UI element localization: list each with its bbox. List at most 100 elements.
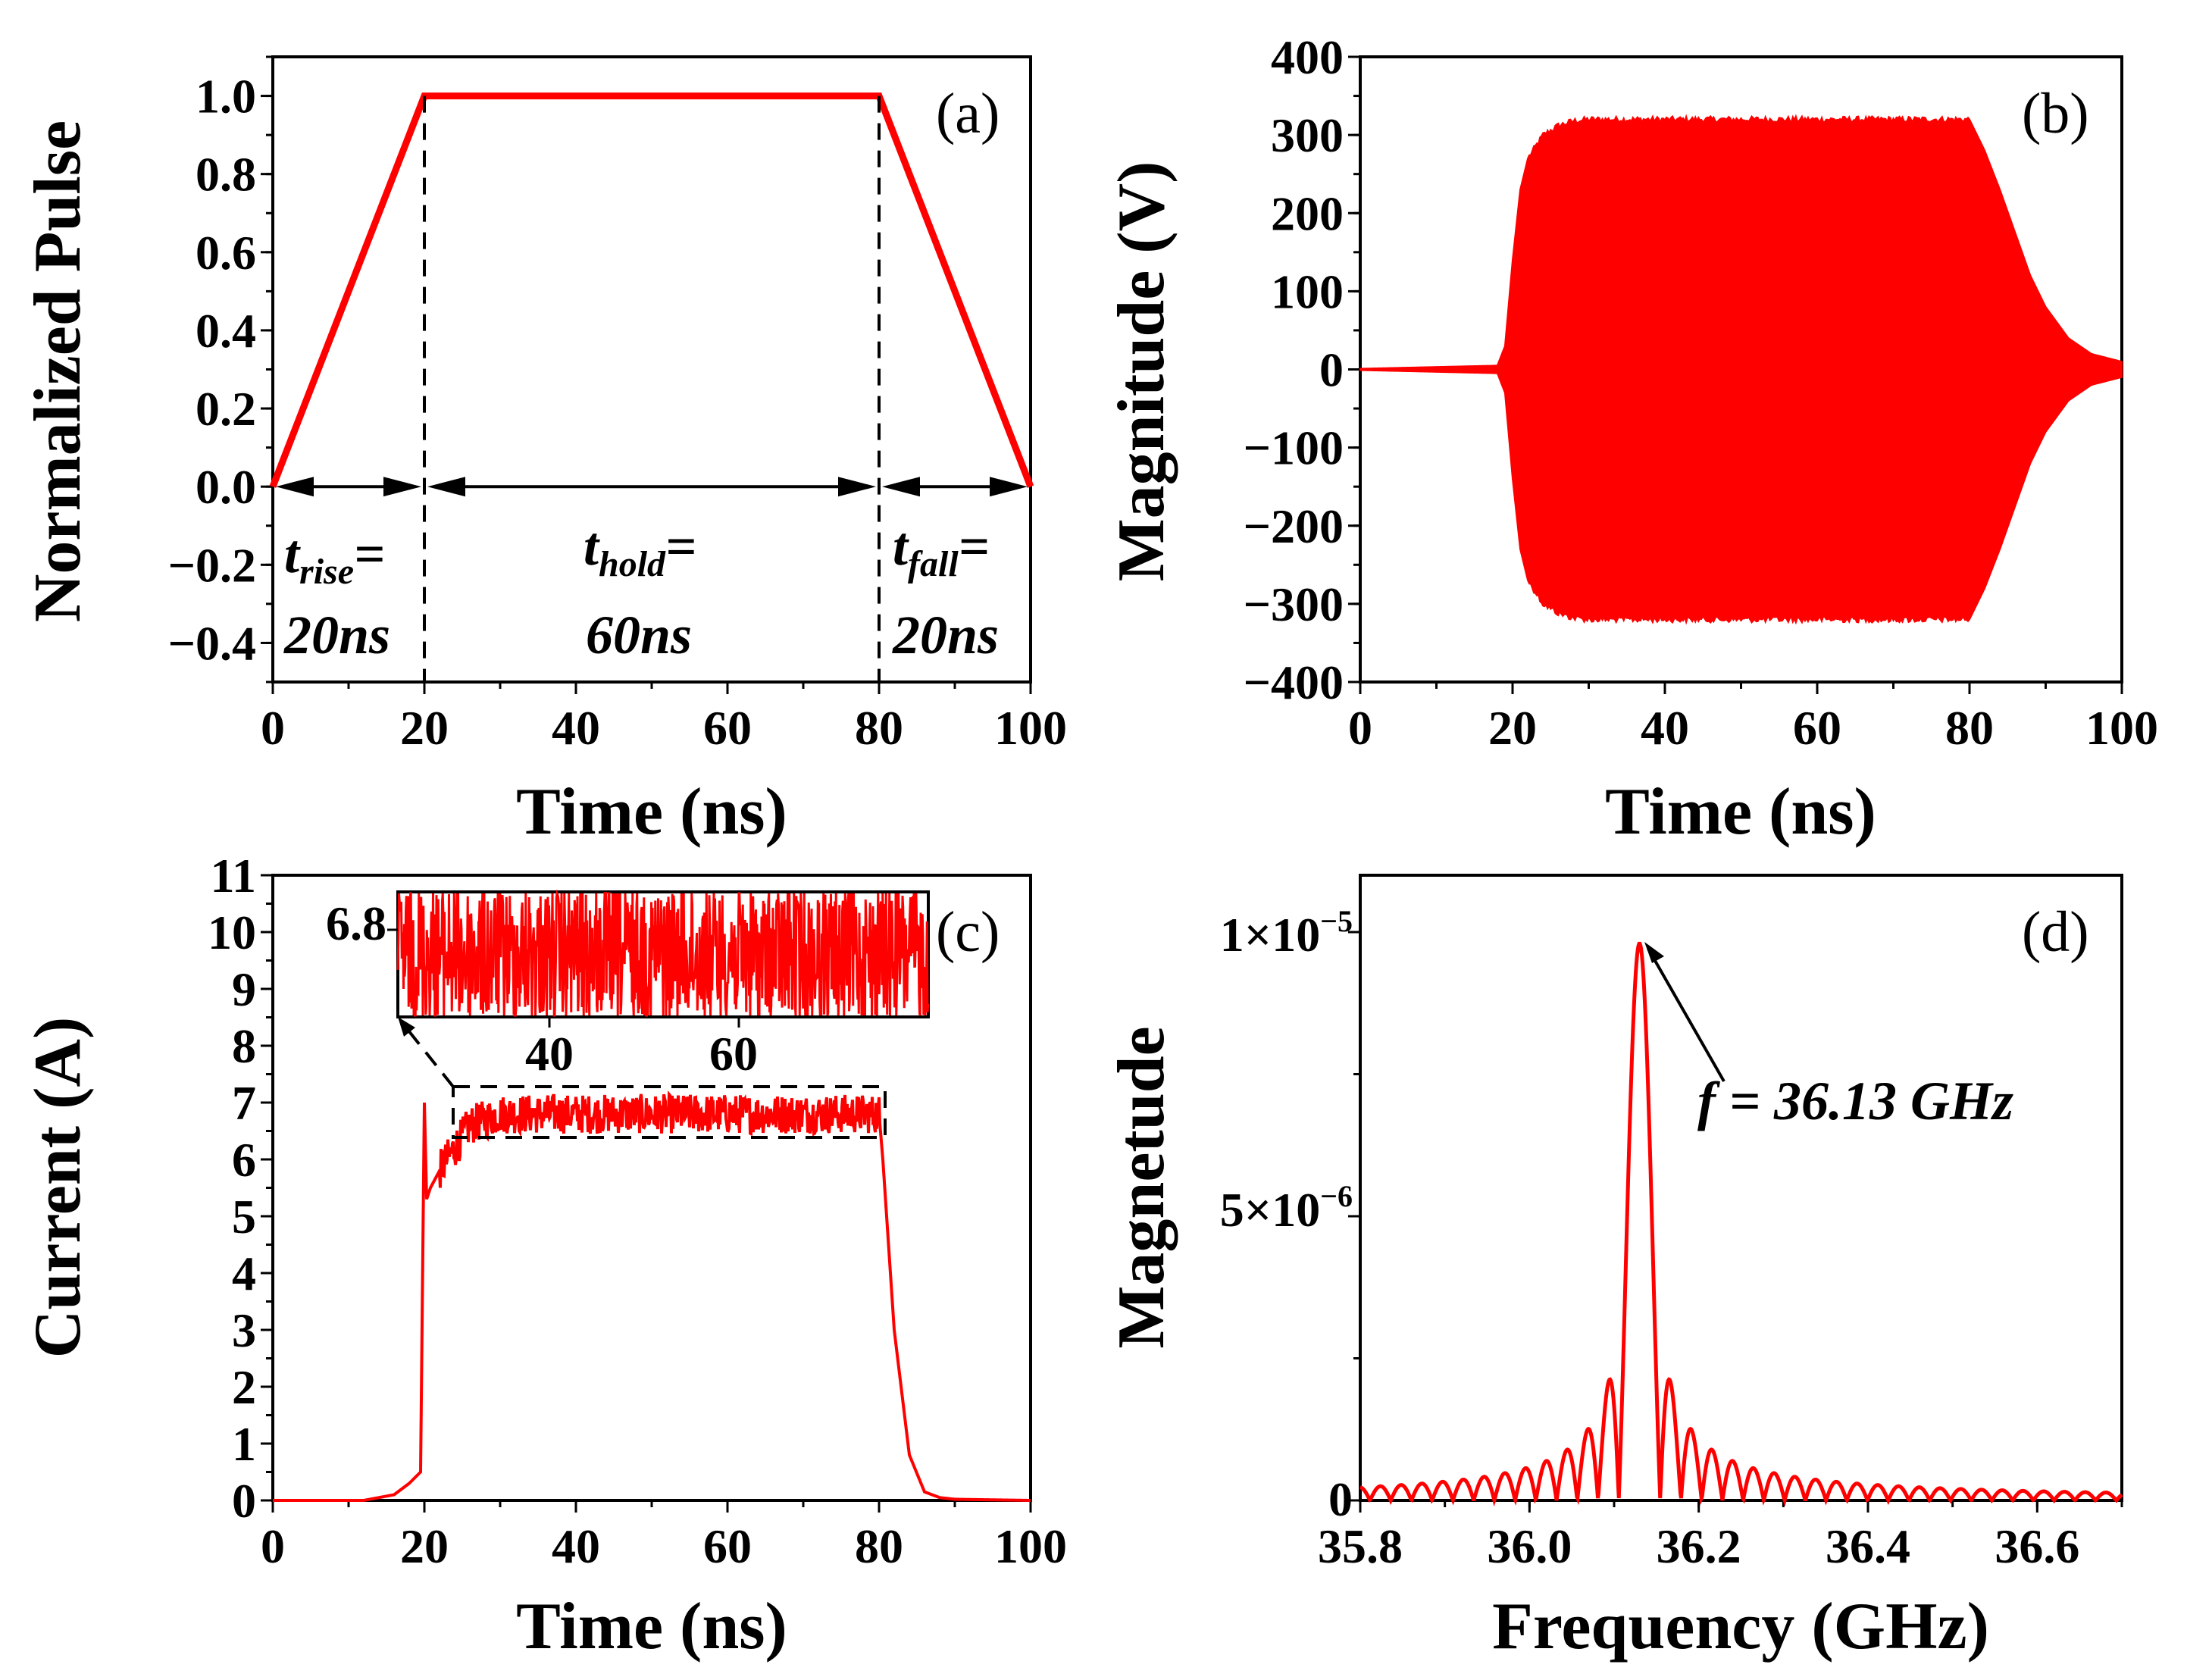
panel-d-peak-label: f = 36.13 GHz xyxy=(1697,1071,2013,1131)
panel-a-arrow-head-right xyxy=(383,477,421,497)
panel-d-x-title: Frequency (GHz) xyxy=(1492,1590,1989,1663)
panel-d-x-tick-label: 36.4 xyxy=(1826,1519,1910,1573)
panel-b-y-tick-label: −400 xyxy=(1244,655,1344,709)
panel-c-label: (c) xyxy=(936,900,1000,964)
panel-a-arrow-head-right xyxy=(990,477,1028,497)
panel-c-zoom-connector xyxy=(404,1025,455,1088)
panel-b-y-tick-label: 300 xyxy=(1271,108,1344,162)
panel-a-rise-value: 20ns xyxy=(283,605,390,665)
panel-a-x-tick-label: 40 xyxy=(552,701,600,755)
panel-c-inset-x-tick-60: 60 xyxy=(709,1027,758,1081)
panel-a-x-tick-label: 60 xyxy=(703,701,752,755)
panel-c-y-tick-label: 5 xyxy=(232,1190,256,1244)
panel-a-frame xyxy=(271,55,1032,684)
panel-d-x-tick-label: 36.0 xyxy=(1487,1519,1572,1573)
panel-b-y-ticks: 400 300 200 100 0 −100 −200 −300 −400 xyxy=(1244,30,1360,709)
panel-d-frame xyxy=(1359,874,2123,1502)
panel-c-inset-ticks xyxy=(387,928,740,1028)
panel-b-y-tick-label: 0 xyxy=(1319,343,1344,397)
panel-a-label: (a) xyxy=(936,82,1000,145)
panel-c-x-ticks: 0 20 40 60 80 100 xyxy=(261,1500,1067,1573)
panel-d-y-tick-zero: 0 xyxy=(1328,1472,1353,1526)
panel-c-y-tick-label: 8 xyxy=(232,1019,256,1073)
panel-a-fall-label: tfall= xyxy=(893,516,990,584)
panel-a-pulse-line xyxy=(269,92,1034,488)
panel-b: 400 300 200 100 0 −100 −200 −300 −400 0 20 40 60 80 1… xyxy=(1105,30,2158,849)
panel-a-arrow-head-left xyxy=(276,477,314,497)
panel-c-current-line xyxy=(273,1090,1031,1502)
panel-c-inset: 6.8 40 60 xyxy=(326,889,930,1081)
panel-b-x-tick-label: 40 xyxy=(1641,701,1689,755)
panel-c-zoom-region xyxy=(452,1085,887,1139)
panel-a-x-tick-label: 20 xyxy=(400,701,449,755)
panel-c-y-title: Current (A) xyxy=(21,1017,95,1358)
panel-c-y-tick-label: 0 xyxy=(232,1474,256,1528)
panel-a-y-tick-label: −0.2 xyxy=(168,538,256,592)
panel-b-y-tick-label: 100 xyxy=(1271,264,1344,318)
panel-a-y-title: Normalized Pulse xyxy=(21,120,95,622)
panel-d-y-tick-mid: 5×10−6 xyxy=(1220,1179,1353,1237)
panel-a-arrow-head-left xyxy=(882,477,920,497)
panel-c-y-tick-label: 4 xyxy=(232,1247,256,1300)
panel-c-y-tick-label: 2 xyxy=(232,1360,256,1414)
panel-a-y-tick-label: 0.4 xyxy=(196,304,256,358)
panel-a-hold-label: thold= xyxy=(584,516,696,584)
panel-a-x-ticks: 0 20 40 60 80 100 xyxy=(261,682,1067,755)
panel-c-x-tick-label: 40 xyxy=(552,1519,600,1573)
panel-c-y-tick-label: 1 xyxy=(232,1417,256,1471)
panel-b-x-tick-label: 80 xyxy=(1945,701,1994,755)
panel-b-x-tick-label: 0 xyxy=(1348,701,1372,755)
panel-d-x-ticks: 35.8 36.0 36.2 36.4 36.6 xyxy=(1318,1500,2123,1573)
panel-b-x-ticks: 0 20 40 60 80 100 xyxy=(1348,682,2158,755)
panel-a-y-ticks: 1.0 0.8 0.6 0.4 0.2 0.0 −0.2 −0.4 xyxy=(168,55,273,684)
panel-c-x-tick-label: 80 xyxy=(855,1519,903,1573)
panel-d-x-tick-label: 36.6 xyxy=(1995,1519,2079,1573)
panel-c-y-tick-label: 7 xyxy=(232,1076,256,1130)
panel-c-inset-x-tick-40: 40 xyxy=(525,1027,574,1081)
panel-a-rise-label: trise= xyxy=(284,524,385,592)
panel-c-x-tick-label: 100 xyxy=(994,1519,1067,1573)
panel-a-x-tick-label: 80 xyxy=(855,701,903,755)
panel-a-y-tick-label: 0.2 xyxy=(196,382,256,436)
panel-d-peak-arrowhead xyxy=(1644,942,1664,963)
panel-b-x-tick-label: 20 xyxy=(1488,701,1537,755)
panel-d-y-ticks xyxy=(1348,931,1360,1502)
panel-b-x-tick-label: 60 xyxy=(1793,701,1841,755)
panel-b-y-tick-label: −100 xyxy=(1244,421,1344,475)
panel-b-y-tick-label: 200 xyxy=(1271,186,1344,240)
panel-a-y-tick-label: 1.0 xyxy=(196,70,256,124)
panel-c-x-title: Time (ns) xyxy=(516,1590,787,1663)
panel-c-x-tick-label: 60 xyxy=(703,1519,752,1573)
panel-c-y-tick-label: 6 xyxy=(232,1133,256,1187)
panel-a-y-tick-label: 0.6 xyxy=(196,226,256,280)
panel-a-y-tick-label: −0.4 xyxy=(168,616,256,670)
panel-c-inset-y-tick: 6.8 xyxy=(326,896,386,950)
panel-a-arrow-head-right xyxy=(838,477,876,497)
panel-c-zoom-arrowhead xyxy=(398,1017,415,1037)
panel-c-y-tick-label: 9 xyxy=(232,962,256,1016)
panel-c-y-tick-label: 11 xyxy=(211,849,256,903)
panel-c-inset-line xyxy=(396,889,930,1017)
panel-d-label: (d) xyxy=(2022,900,2089,964)
panel-d-x-tick-label: 36.2 xyxy=(1657,1519,1741,1573)
panel-b-x-title: Time (ns) xyxy=(1605,775,1876,849)
panel-c-x-tick-label: 0 xyxy=(261,1519,285,1573)
panel-c-y-tick-label: 10 xyxy=(208,906,256,959)
panel-d-x-tick-label: 35.8 xyxy=(1318,1519,1403,1573)
panel-a: 1.00.80.60.40.20.0−0.2−0.4 0 20 40 60 80 100 … xyxy=(21,55,1067,849)
panel-c-x-tick-label: 20 xyxy=(400,1519,449,1573)
panel-b-y-tick-label: −300 xyxy=(1244,577,1344,631)
panel-a-x-title: Time (ns) xyxy=(516,775,787,849)
panel-b-y-title: Magnitude (V) xyxy=(1105,161,1178,582)
panel-a-y-tick-label: 0.0 xyxy=(196,460,256,514)
panel-d-y-title: Magnetude xyxy=(1105,1026,1178,1348)
panel-a-duration-arrows xyxy=(276,477,1028,497)
panel-a-x-tick-label: 100 xyxy=(994,701,1067,755)
panel-a-fall-value: 20ns xyxy=(892,605,999,665)
panel-b-label: (b) xyxy=(2022,82,2089,145)
panel-d-spectrum-line xyxy=(1359,941,2123,1507)
panel-a-arrow-head-left xyxy=(427,477,465,497)
